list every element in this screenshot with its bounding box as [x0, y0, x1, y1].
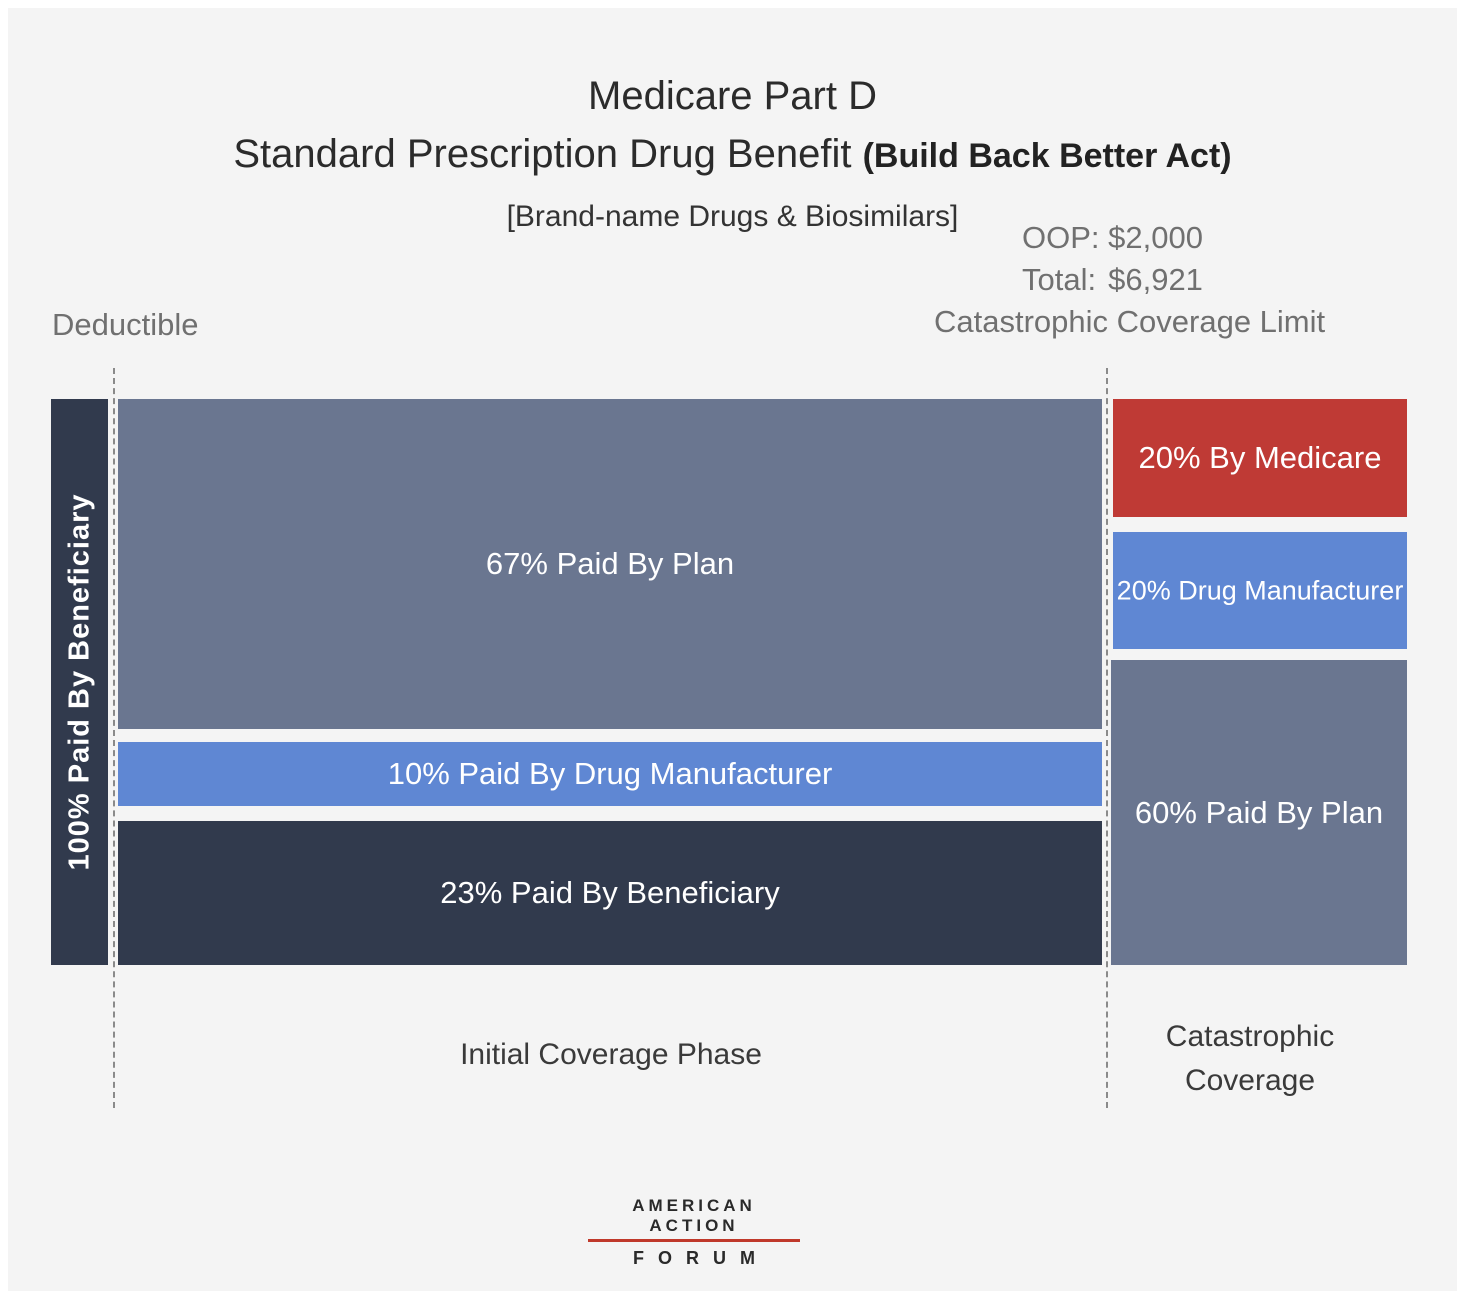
deductible-boundary-line [113, 368, 115, 1108]
phase-label-initial: Initial Coverage Phase [460, 1038, 762, 1071]
bar-catastrophic-plan: 60% Paid By Plan [1111, 660, 1407, 965]
bar-label-deductible-beneficiary: 100% Paid By Beneficiary [63, 493, 95, 871]
bar-initial-plan: 67% Paid By Plan [118, 399, 1102, 729]
bar-label-catastrophic-manufacturer: 20% Drug Manufacturer [1116, 575, 1404, 605]
oop-marker-label: OOP: $2,000 [1022, 220, 1203, 255]
bar-label-catastrophic-medicare: 20% By Medicare [1138, 440, 1382, 475]
deductible-marker-label: Deductible [52, 307, 199, 342]
logo-line2: FORUM [633, 1248, 769, 1268]
total-marker-label: Total: $6,921 [1022, 262, 1203, 298]
bar-initial-beneficiary: 23% Paid By Beneficiary [118, 821, 1102, 965]
american-action-forum-logo: AMERICAN ACTION FORUM [588, 1196, 800, 1269]
chart-subtitle: [Brand-name Drugs & Biosimilars] [506, 200, 959, 233]
phase-label-catastrophic-line1: Catastrophic [1165, 1020, 1335, 1053]
total-label: Total: [1022, 262, 1097, 297]
bar-catastrophic-manufacturer: 20% Drug Manufacturer [1113, 532, 1407, 649]
bar-catastrophic-medicare: 20% By Medicare [1113, 399, 1407, 517]
chart-title-line2: Standard Prescription Drug Benefit (Buil… [0, 132, 1465, 177]
bar-label-catastrophic-plan: 60% Paid By Plan [1134, 794, 1384, 830]
bar-label-initial-manufacturer: 10% Paid By Drug Manufacturer [387, 756, 833, 791]
logo-red-rule [588, 1239, 800, 1242]
logo-line1: AMERICAN ACTION [632, 1196, 756, 1235]
phase-label-catastrophic-line2: Coverage [1184, 1064, 1316, 1097]
chart-title-parenthetical: (Build Back Better Act) [862, 137, 1232, 175]
catastrophic-boundary-line [1106, 368, 1108, 1108]
phase-label-catastrophic: Catastrophic Coverage [1112, 1015, 1388, 1103]
bar-label-initial-beneficiary: 23% Paid By Beneficiary [440, 875, 780, 910]
chart-title-main: Standard Prescription Drug Benefit [233, 132, 852, 176]
bar-label-initial-plan: 67% Paid By Plan [485, 546, 735, 581]
bar-initial-manufacturer: 10% Paid By Drug Manufacturer [118, 742, 1102, 806]
total-value: $6,921 [1108, 262, 1203, 297]
chart-title-line1: Medicare Part D [588, 74, 877, 118]
bar-deductible-beneficiary: 100% Paid By Beneficiary [51, 399, 108, 965]
catastrophic-limit-label: Catastrophic Coverage Limit [934, 304, 1326, 339]
